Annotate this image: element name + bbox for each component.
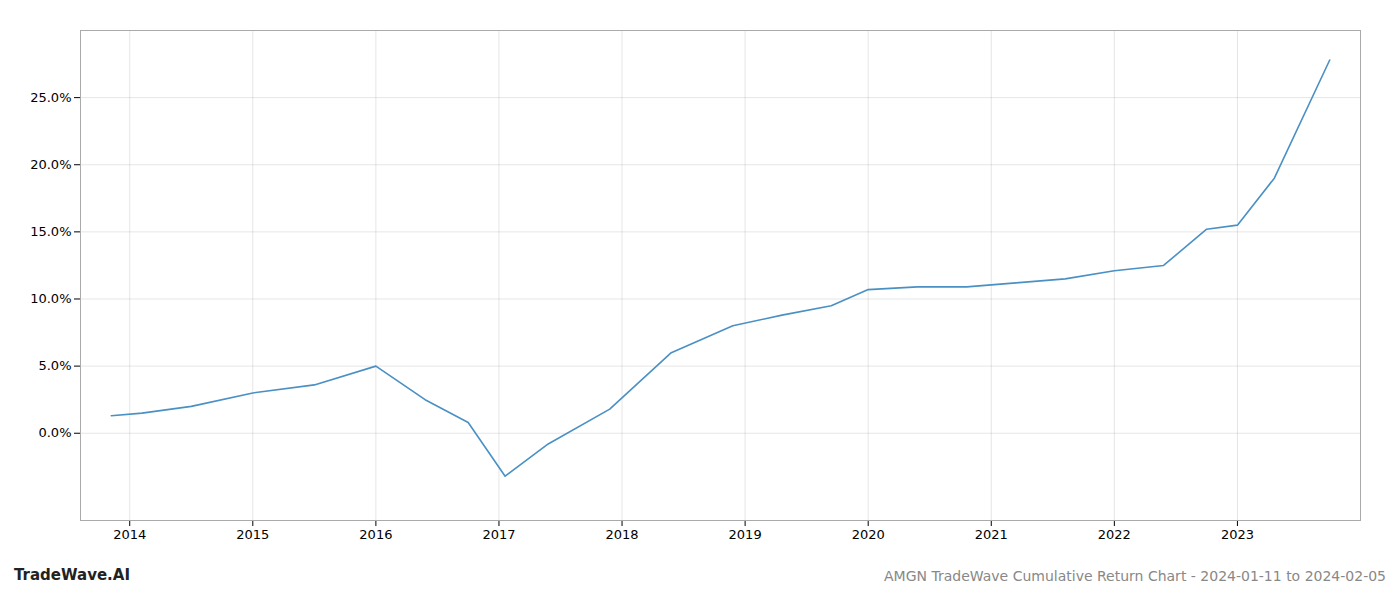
html-text:TradeWave.AI: TradeWave.AI (14, 566, 130, 584)
svg-text:10.0%: 10.0% (30, 291, 71, 306)
svg-text:2023: 2023 (1221, 527, 1254, 542)
svg-text:5.0%: 5.0% (38, 358, 71, 373)
svg-text:15.0%: 15.0% (30, 224, 71, 239)
svg-text:2020: 2020 (852, 527, 885, 542)
svg-text:2019: 2019 (729, 527, 762, 542)
html-text:AMGN TradeWave Cumulative Retu: AMGN TradeWave Cumulative Return Chart -… (884, 568, 1386, 584)
svg-text:2014: 2014 (113, 527, 146, 542)
svg-text:2017: 2017 (482, 527, 515, 542)
svg-text:2022: 2022 (1098, 527, 1131, 542)
svg-text:2016: 2016 (359, 527, 392, 542)
svg-text:20.0%: 20.0% (30, 157, 71, 172)
svg-text:2021: 2021 (975, 527, 1008, 542)
svg-text:2015: 2015 (236, 527, 269, 542)
svg-text:0.0%: 0.0% (38, 425, 71, 440)
svg-text:25.0%: 25.0% (30, 90, 71, 105)
svg-text:2018: 2018 (605, 527, 638, 542)
